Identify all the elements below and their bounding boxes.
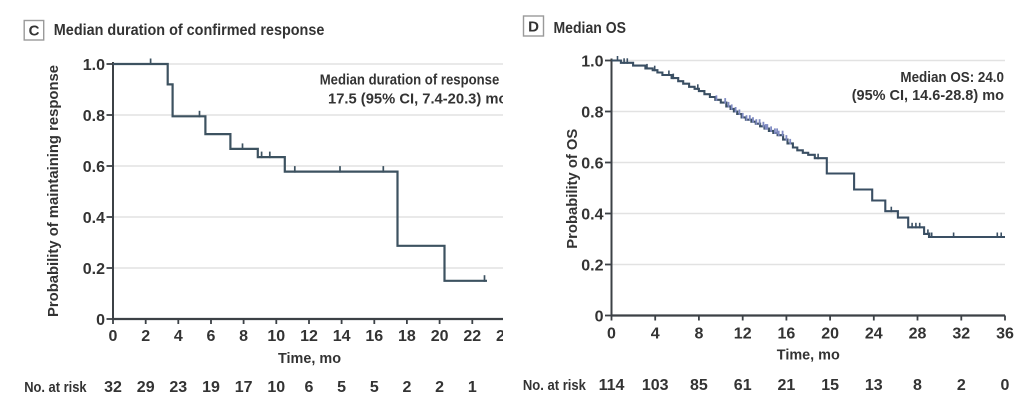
svg-text:10: 10 (267, 379, 285, 396)
svg-text:10: 10 (267, 328, 285, 345)
svg-text:Time, mo: Time, mo (278, 350, 341, 367)
svg-text:24: 24 (865, 325, 883, 342)
svg-text:6: 6 (207, 328, 216, 345)
svg-text:4: 4 (651, 325, 660, 342)
svg-text:D: D (528, 19, 539, 36)
svg-text:Probability of maintaining res: Probability of maintaining response (45, 65, 62, 317)
svg-text:19: 19 (202, 379, 220, 396)
svg-text:29: 29 (137, 379, 155, 396)
svg-text:14: 14 (333, 328, 351, 345)
svg-text:15: 15 (821, 377, 839, 394)
svg-text:0.8: 0.8 (83, 108, 105, 125)
svg-text:Time, mo: Time, mo (777, 347, 840, 364)
svg-text:61: 61 (734, 377, 752, 394)
svg-text:0.4: 0.4 (581, 206, 603, 223)
svg-text:23: 23 (169, 379, 187, 396)
svg-text:8: 8 (913, 377, 922, 394)
svg-text:1.0: 1.0 (83, 57, 105, 74)
svg-text:5: 5 (370, 379, 379, 396)
svg-text:8: 8 (694, 325, 703, 342)
svg-text:32: 32 (952, 325, 970, 342)
svg-text:6: 6 (305, 379, 314, 396)
svg-text:114: 114 (599, 377, 625, 394)
svg-text:Median OS: 24.0: Median OS: 24.0 (900, 69, 1004, 86)
svg-text:20: 20 (431, 328, 449, 345)
svg-text:12: 12 (734, 325, 752, 342)
svg-text:0.2: 0.2 (581, 257, 603, 274)
svg-text:2: 2 (957, 377, 966, 394)
svg-text:17: 17 (235, 379, 253, 396)
svg-text:85: 85 (690, 377, 708, 394)
svg-text:12: 12 (300, 328, 318, 345)
svg-text:No. at risk: No. at risk (523, 377, 587, 394)
svg-text:20: 20 (821, 325, 839, 342)
svg-text:5: 5 (337, 379, 346, 396)
svg-text:21: 21 (778, 377, 796, 394)
svg-text:17.5 (95% CI, 7.4-20.3) mo: 17.5 (95% CI, 7.4-20.3) mo (328, 91, 508, 108)
svg-text:1.0: 1.0 (581, 53, 603, 70)
svg-text:2: 2 (435, 379, 444, 396)
svg-text:Median OS: Median OS (554, 20, 627, 37)
svg-text:0.4: 0.4 (83, 210, 105, 227)
svg-text:Median duration of response: Median duration of response (320, 71, 500, 88)
svg-text:32: 32 (104, 379, 122, 396)
svg-text:(95% CI, 14.6-28.8) mo: (95% CI, 14.6-28.8) mo (852, 87, 1004, 104)
svg-text:0: 0 (96, 312, 105, 329)
svg-text:2: 2 (402, 379, 411, 396)
svg-text:22: 22 (463, 328, 481, 345)
svg-text:16: 16 (365, 328, 383, 345)
svg-text:13: 13 (865, 377, 883, 394)
svg-text:0.2: 0.2 (83, 261, 105, 278)
svg-text:C: C (29, 23, 40, 40)
svg-text:0.8: 0.8 (581, 104, 603, 121)
svg-text:0: 0 (607, 325, 616, 342)
svg-text:2: 2 (141, 328, 150, 345)
svg-text:1: 1 (468, 379, 477, 396)
svg-text:18: 18 (398, 328, 416, 345)
svg-text:24: 24 (496, 328, 514, 345)
svg-text:0: 0 (595, 308, 604, 325)
svg-text:28: 28 (909, 325, 927, 342)
svg-text:36: 36 (996, 325, 1014, 342)
svg-text:103: 103 (642, 377, 669, 394)
svg-text:0: 0 (1001, 377, 1010, 394)
svg-text:4: 4 (174, 328, 183, 345)
svg-text:16: 16 (778, 325, 796, 342)
svg-text:Probability of OS: Probability of OS (564, 129, 581, 249)
svg-text:8: 8 (239, 328, 248, 345)
svg-text:0.6: 0.6 (83, 159, 105, 176)
svg-text:0.6: 0.6 (581, 155, 603, 172)
svg-text:Median duration of confirmed r: Median duration of confirmed response (54, 22, 325, 39)
svg-text:0: 0 (109, 328, 118, 345)
svg-text:No. at risk: No. at risk (24, 379, 87, 396)
